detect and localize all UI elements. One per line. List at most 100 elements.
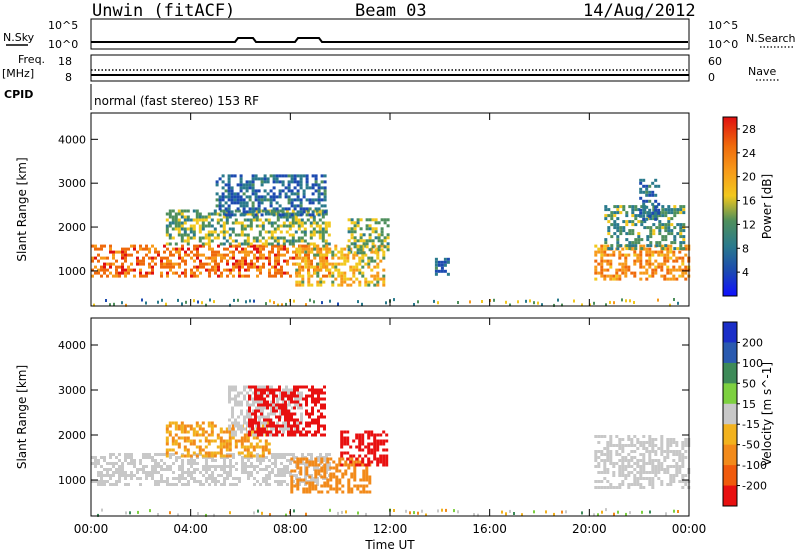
nsky-tick-top: 10^5	[48, 19, 78, 32]
power-echo-cell	[316, 271, 320, 275]
power-echo-region	[347, 218, 390, 255]
power-speckle-cell	[161, 298, 163, 302]
velocity-echo-cell	[253, 477, 256, 480]
power-echo-cell	[619, 226, 623, 230]
power-echo-cell	[276, 215, 280, 219]
velocity-echo-cell	[335, 475, 339, 479]
power-echo-cell	[255, 218, 259, 222]
velocity-echo-cell	[678, 453, 682, 456]
velocity-echo-cell	[232, 456, 235, 459]
power-echo-cell	[633, 250, 637, 254]
velocity-echo-cell	[142, 465, 145, 468]
power-echo-cell	[316, 250, 320, 254]
velocity-echo-cell	[118, 459, 121, 462]
velocity-echo-cell	[293, 484, 297, 488]
velocity-echo-cell	[299, 460, 303, 464]
power-echo-cell	[250, 265, 253, 269]
power-echo-cell	[178, 250, 181, 254]
power-echo-cell	[645, 217, 649, 221]
power-echo-cell	[631, 241, 635, 245]
power-echo-cell	[603, 274, 607, 278]
velocity-echo-cell	[293, 385, 296, 389]
velocity-echo-cell	[181, 471, 184, 474]
power-echo-cell	[367, 265, 371, 269]
power-echo-cell	[189, 230, 193, 234]
velocity-echo-cell	[279, 409, 282, 413]
velocity-echo-cell	[338, 457, 342, 461]
velocity-echo-cell	[160, 474, 163, 477]
velocity-echo-cell	[214, 459, 217, 462]
velocity-echo-cell	[317, 394, 320, 398]
power-echo-cell	[263, 189, 267, 193]
velocity-echo-cell	[633, 444, 637, 447]
power-echo-cell	[300, 221, 304, 225]
power-echo-cell	[642, 217, 646, 221]
velocity-echo-cell	[308, 388, 311, 392]
velocity-echo-cell	[205, 477, 208, 480]
velocity-echo-cell	[160, 468, 163, 471]
power-echo-cell	[226, 259, 229, 263]
power-echo-cell	[189, 227, 193, 231]
velocity-echo-cell	[154, 471, 157, 474]
power-echo-cell	[621, 262, 625, 266]
power-echo-cell	[311, 213, 315, 217]
velocity-echo-cell	[317, 472, 321, 476]
velocity-echo-cell	[130, 456, 133, 459]
velocity-echo-cell	[217, 465, 220, 468]
power-echo-cell	[193, 247, 196, 251]
velocity-echo-cell	[651, 441, 655, 444]
power-echo-cell	[376, 274, 380, 278]
power-echo-cell	[334, 253, 338, 257]
velocity-echo-cell	[165, 436, 169, 440]
power-echo-cell	[227, 204, 231, 208]
power-echo-cell	[637, 232, 641, 236]
velocity-echo-cell	[338, 463, 342, 467]
velocity-echo-cell	[648, 477, 652, 480]
power-echo-cell	[257, 189, 261, 193]
velocity-echo-cell	[253, 468, 256, 471]
power-echo-cell	[256, 244, 259, 248]
nsearch-tick-bottom: 10^0	[708, 38, 738, 51]
power-echo-cell	[651, 274, 655, 278]
velocity-echo-cell	[288, 403, 291, 407]
velocity-echo-cell	[237, 403, 240, 407]
power-echo-cell	[340, 256, 344, 260]
power-echo-cell	[658, 223, 662, 227]
velocity-y-tick-label: 1000	[58, 474, 86, 487]
power-echo-cell	[183, 215, 187, 219]
velocity-echo-cell	[195, 445, 199, 449]
power-echo-cell	[275, 174, 279, 178]
velocity-echo-cell	[323, 433, 326, 437]
power-echo-cell	[443, 260, 447, 264]
power-echo-cell	[303, 239, 307, 243]
velocity-echo-cell	[214, 477, 217, 480]
power-echo-cell	[184, 250, 187, 254]
power-echo-cell	[148, 265, 151, 269]
velocity-echo-cell	[362, 469, 366, 473]
power-echo-cell	[324, 221, 328, 225]
velocity-echo-cell	[290, 430, 293, 434]
power-echo-cell	[639, 178, 643, 182]
power-echo-cell	[682, 247, 686, 251]
velocity-echo-cell	[308, 430, 311, 434]
velocity-echo-cell	[263, 391, 266, 395]
velocity-echo-cell	[300, 418, 303, 422]
power-echo-cell	[356, 218, 360, 222]
power-echo-cell	[649, 244, 653, 248]
velocity-echo-cell	[660, 438, 664, 441]
velocity-echo-cell	[675, 471, 679, 474]
power-echo-cell	[313, 265, 317, 269]
power-echo-cell	[232, 274, 235, 278]
power-echo-cell	[324, 239, 328, 243]
power-echo-cell	[269, 198, 273, 202]
power-echo-cell	[600, 244, 604, 248]
power-speckle-cell	[657, 298, 659, 302]
power-echo-cell	[319, 250, 323, 254]
power-echo-cell	[91, 256, 94, 260]
velocity-echo-cell	[275, 433, 278, 437]
velocity-echo-cell	[379, 457, 383, 461]
velocity-echo-cell	[211, 471, 214, 474]
power-echo-cell	[282, 236, 286, 240]
velocity-echo-cell	[228, 391, 231, 395]
power-echo-cell	[210, 239, 214, 243]
